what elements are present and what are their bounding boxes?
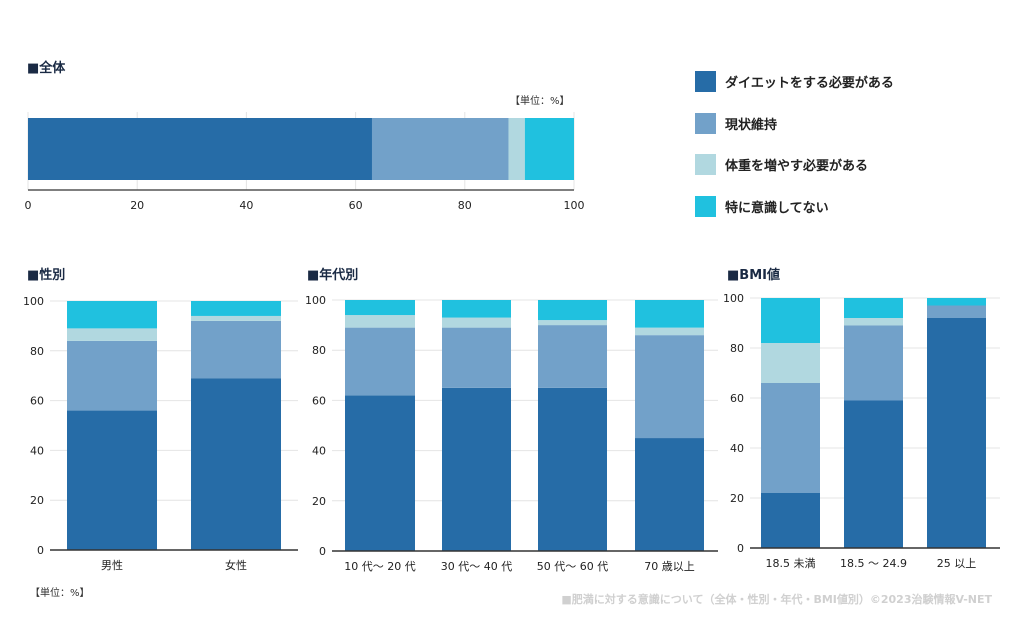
- bar-segment: [635, 300, 704, 328]
- age-title: ■年代別: [307, 268, 359, 283]
- category-label: 18.5 ～ 24.9: [840, 557, 907, 570]
- tick-label: 40: [239, 199, 253, 212]
- tick-label: 40: [312, 445, 326, 458]
- legend-swatch: [695, 154, 716, 175]
- tick-label: 60: [349, 199, 363, 212]
- tick-label: 80: [730, 342, 744, 355]
- bar-segment: [345, 327, 415, 396]
- bar-segment: [371, 118, 509, 180]
- bar-segment: [442, 300, 511, 318]
- tick-label: 100: [305, 294, 326, 307]
- category-label: 50 代～ 60 代: [537, 560, 608, 573]
- bar-segment: [635, 438, 704, 551]
- bar-segment: [67, 340, 157, 411]
- category-label: 女性: [225, 558, 247, 572]
- tick-label: 20: [130, 199, 144, 212]
- category-label: 男性: [101, 558, 123, 572]
- tick-label: 60: [312, 394, 326, 407]
- tick-label: 40: [30, 444, 44, 457]
- tick-label: 0: [37, 544, 44, 557]
- bar-segment: [761, 493, 820, 548]
- category-label: 25 以上: [937, 557, 977, 570]
- tick-label: 100: [23, 295, 44, 308]
- bar-segment: [191, 320, 281, 379]
- footer-unit: 【単位：%】: [30, 588, 90, 599]
- bar-segment: [191, 378, 281, 550]
- legend-label: ダイエットをする必要がある: [725, 76, 894, 91]
- gender-title: ■性別: [27, 268, 66, 283]
- legend-label: 体重を増やす必要がある: [725, 159, 869, 174]
- legend-item: 特に意識してない: [695, 196, 829, 217]
- category-label: 10 代～ 20 代: [344, 560, 415, 573]
- tick-label: 80: [312, 344, 326, 357]
- legend-swatch: [695, 196, 716, 217]
- category-label: 18.5 未満: [766, 557, 816, 570]
- bar-segment: [345, 315, 415, 328]
- bar-segment: [67, 328, 157, 341]
- tick-label: 0: [319, 545, 326, 558]
- tick-label: 0: [737, 542, 744, 555]
- bar-segment: [67, 301, 157, 329]
- category-label: 30 代～ 40 代: [441, 560, 512, 573]
- bar-segment: [191, 315, 281, 321]
- tick-label: 60: [730, 392, 744, 405]
- legend-label: 特に意識してない: [725, 201, 829, 216]
- bar-segment: [442, 317, 511, 328]
- bar-segment: [345, 300, 415, 316]
- tick-label: 20: [312, 495, 326, 508]
- bar-segment: [927, 305, 986, 318]
- bar-segment: [635, 327, 704, 336]
- bar-segment: [844, 325, 903, 401]
- legend-item: 現状維持: [695, 113, 777, 134]
- tick-label: 80: [30, 345, 44, 358]
- bar-segment: [927, 318, 986, 548]
- overall-title: ■全体: [27, 61, 66, 76]
- bar-segment: [844, 298, 903, 318]
- legend-swatch: [695, 71, 716, 92]
- overall-unit: 【単位：%】: [510, 96, 570, 107]
- bmi-title: ■BMI値: [727, 268, 780, 283]
- category-label: 70 歳以上: [644, 560, 695, 573]
- bar-segment: [635, 335, 704, 439]
- bar-segment: [844, 400, 903, 548]
- legend-item: 体重を増やす必要がある: [695, 154, 868, 175]
- tick-label: 20: [30, 494, 44, 507]
- legend-swatch: [695, 113, 716, 134]
- bar-segment: [761, 383, 820, 493]
- tick-label: 20: [730, 492, 744, 505]
- tick-label: 0: [25, 199, 32, 212]
- bar-segment: [761, 298, 820, 343]
- bar-segment: [538, 300, 607, 321]
- bar-segment: [538, 320, 607, 326]
- tick-label: 60: [30, 395, 44, 408]
- bar-segment: [761, 343, 820, 383]
- bar-segment: [524, 118, 574, 180]
- legend-item: ダイエットをする必要がある: [695, 71, 894, 92]
- bar-segment: [345, 395, 415, 551]
- credit: ■肥満に対する意識について（全体・性別・年代・BMI値別）©2023治験情報V-…: [561, 593, 992, 606]
- bar-segment: [538, 325, 607, 388]
- bar-segment: [67, 410, 157, 550]
- tick-label: 100: [723, 292, 744, 305]
- bar-segment: [442, 387, 511, 551]
- bar-segment: [844, 318, 903, 326]
- bar-segment: [442, 327, 511, 388]
- bar-segment: [191, 301, 281, 316]
- tick-label: 100: [564, 199, 585, 212]
- bar-segment: [28, 118, 372, 180]
- tick-label: 40: [730, 442, 744, 455]
- tick-label: 80: [458, 199, 472, 212]
- bar-segment: [927, 298, 986, 306]
- bar-segment: [538, 387, 607, 551]
- legend-label: 現状維持: [725, 118, 778, 133]
- bar-segment: [508, 118, 525, 180]
